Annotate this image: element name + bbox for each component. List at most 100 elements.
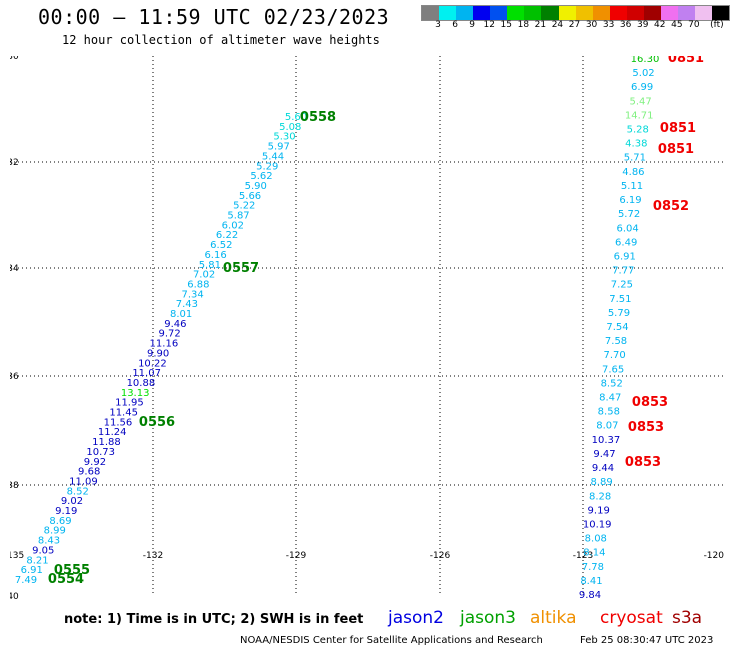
- satellite-legend-altika: altika: [530, 608, 577, 628]
- wave-height-label: 9.44: [592, 463, 614, 474]
- wave-height-label: 5.30: [273, 132, 295, 143]
- wave-height-label: 11.56: [104, 417, 133, 428]
- lat-tick-label: -34: [10, 264, 19, 274]
- wave-height-label: 8.69: [49, 516, 71, 527]
- wave-height-label: 5.97: [268, 142, 290, 153]
- wave-height-label: 9.46: [164, 319, 186, 330]
- scale-swatch-5: [507, 6, 525, 20]
- wave-height-label: 5.87: [227, 211, 249, 222]
- wave-height-label: 4.38: [625, 139, 647, 150]
- wave-height-label: 8.28: [589, 491, 611, 502]
- time-label: 0554: [48, 572, 84, 587]
- scale-swatch-0: [422, 6, 440, 20]
- wave-height-label: 6.02: [222, 220, 244, 231]
- axis-labels: -135 -132 -129 -126 -123 -120 -30 -32 -34 -36 -38 -…: [10, 56, 724, 602]
- wave-height-label: 9.84: [579, 590, 601, 601]
- scale-label: 21: [534, 20, 547, 30]
- wave-height-label: 10.19: [583, 519, 612, 530]
- scale-swatch-7: [541, 6, 559, 20]
- wave-height-label: 8.47: [599, 393, 621, 404]
- wave-height-label: 5.28: [627, 125, 649, 136]
- wave-height-label: 7.25: [611, 280, 633, 291]
- lat-tick-label: -30: [10, 56, 19, 62]
- map-plot: -135 -132 -129 -126 -123 -120 -30 -32 -34 -36 -38 -…: [10, 56, 725, 602]
- page-subtitle: 12 hour collection of altimeter wave hei…: [62, 33, 380, 47]
- wave-height-label: 5.62: [250, 171, 272, 182]
- wave-height-label: 8.43: [38, 536, 60, 547]
- wave-height-label: 8.52: [601, 378, 623, 389]
- wave-height-label: 8.14: [583, 548, 605, 559]
- wave-height-label: 10.88: [127, 378, 156, 389]
- scale-label: 45: [671, 20, 683, 30]
- wave-height-label: 5.72: [618, 209, 640, 220]
- scale-swatch-10: [592, 6, 610, 20]
- wave-height-label: 5.71: [624, 153, 646, 164]
- wave-height-label: 6.22: [216, 230, 238, 241]
- scale-swatch-17: [712, 6, 730, 20]
- wave-height-label: 6.52: [210, 240, 232, 251]
- scale-swatch-16: [695, 6, 713, 20]
- wave-height-label: 14.71: [625, 110, 654, 121]
- wave-height-label: 7.43: [176, 299, 198, 310]
- wave-height-label: 9.02: [61, 496, 83, 507]
- scale-swatch-14: [660, 6, 678, 20]
- wave-height-label: 9.68: [78, 467, 100, 478]
- wave-height-label: 16.30: [631, 56, 660, 65]
- wave-height-label: 11.07: [132, 368, 161, 379]
- wave-height-label: 10.22: [138, 358, 167, 369]
- wave-height-label: 10.37: [592, 435, 621, 446]
- wave-height-label: 5.60: [285, 112, 307, 123]
- scale-swatch-12: [626, 6, 644, 20]
- scale-label: 15: [500, 20, 512, 30]
- wave-height-label: 11.95: [115, 398, 144, 409]
- scale-swatch-15: [677, 6, 695, 20]
- lat-tick-label: -38: [10, 481, 19, 491]
- wave-height-label: 13.13: [121, 388, 150, 399]
- lon-tick-label: -120: [704, 551, 725, 561]
- wave-height-label: 5.79: [608, 308, 630, 319]
- wave-height-label: 6.16: [204, 250, 226, 261]
- time-label: 0558: [300, 110, 336, 125]
- wave-height-label: 6.49: [615, 237, 637, 248]
- page-title: 00:00 – 11:59 UTC 02/23/2023: [38, 5, 390, 29]
- lon-tick-label: -123: [573, 551, 593, 561]
- wave-height-label: 8.01: [170, 309, 192, 320]
- wave-height-label: 5.22: [233, 201, 255, 212]
- wave-height-label: 7.70: [603, 350, 625, 361]
- wave-height-label: 5.81: [199, 260, 221, 271]
- scale-label: 3: [435, 20, 441, 30]
- wave-height-label: 5.02: [632, 68, 654, 79]
- time-label: 0557: [223, 261, 259, 276]
- wave-height-label: 8.99: [44, 526, 66, 537]
- time-label: 0853: [632, 395, 668, 410]
- footer-source: NOAA/NESDIS Center for Satellite Applica…: [240, 635, 543, 646]
- wave-height-label: 5.29: [256, 161, 278, 172]
- wave-height-label: 8.52: [67, 486, 89, 497]
- scale-label: 30: [585, 20, 598, 30]
- wave-height-label: 8.89: [590, 477, 612, 488]
- scale-swatch-8: [558, 6, 576, 20]
- scale-swatch-13: [643, 6, 661, 20]
- wave-height-label: 8.41: [580, 576, 602, 587]
- wave-height-label: 9.47: [593, 449, 615, 460]
- wave-height-label: 6.19: [619, 195, 641, 206]
- satellite-legend-s3a: s3a: [672, 608, 703, 628]
- lat-tick-label: -32: [10, 158, 19, 168]
- wave-height-label: 6.88: [187, 279, 209, 290]
- lon-tick-label: -135: [10, 551, 24, 561]
- wave-height-label: 7.54: [606, 322, 628, 333]
- scale-swatch-4: [490, 6, 508, 20]
- scale-label: 12: [483, 20, 495, 30]
- wave-height-label: 7.58: [605, 336, 627, 347]
- wave-height-label: 7.34: [181, 289, 203, 300]
- scale-swatch-2: [456, 6, 474, 20]
- wave-height-label: 9.90: [147, 348, 169, 359]
- wave-height-label: 5.44: [262, 151, 284, 162]
- scale-swatch-1: [439, 6, 457, 20]
- scale-swatch-3: [473, 6, 491, 20]
- scale-label: 36: [619, 20, 632, 30]
- wave-height-label: 7.77: [612, 266, 634, 277]
- time-label: 0852: [653, 199, 689, 214]
- time-label: 0853: [625, 455, 661, 470]
